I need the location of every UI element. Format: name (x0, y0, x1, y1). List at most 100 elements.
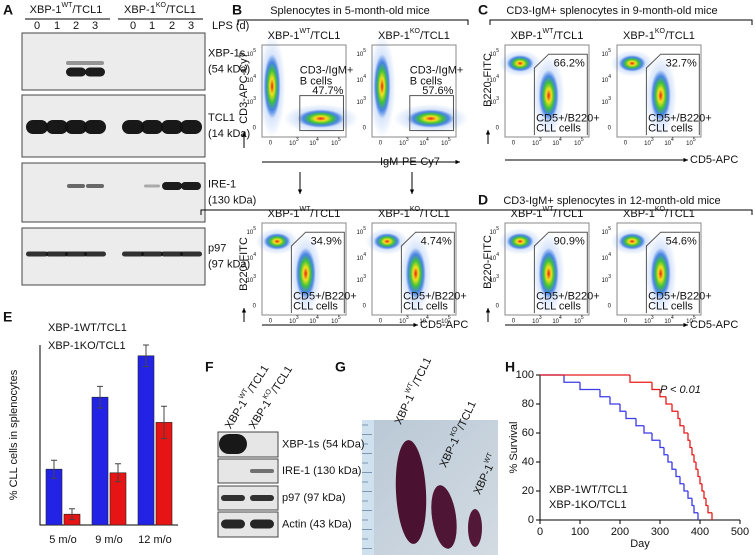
survival-step (563, 375, 580, 383)
tick-base: 10 (357, 278, 364, 284)
band (180, 120, 202, 134)
genotype-prefix: XBP-1 (124, 4, 156, 16)
tick-base: 10 (357, 78, 364, 84)
band (162, 182, 182, 190)
tick-base: 10 (331, 141, 338, 147)
section-title: Splenocytes in 5-month-old mice (270, 5, 430, 17)
flow-tick-label: 104 (602, 74, 612, 83)
x-tick-label: 500 (731, 526, 749, 538)
band (141, 251, 163, 257)
tick-base: 10 (309, 141, 316, 147)
band (219, 434, 247, 454)
density (538, 69, 559, 122)
flow-tick-label: 103 (247, 96, 257, 105)
density (538, 247, 559, 300)
plot-title: XBP-1KO/TCL1 (378, 28, 450, 42)
x-tick-label: 9 m/o (95, 534, 123, 546)
y-axis-label: B220-FITC (482, 235, 494, 289)
genotype-sup: KO (449, 425, 460, 438)
tick-base: 10 (686, 319, 693, 325)
band (250, 495, 274, 501)
gate-percent: 34.9% (311, 235, 342, 247)
genotype-suffix: /TCL1 (310, 30, 340, 42)
plot-title: XBP-1KO/TCL1 (623, 206, 695, 220)
tick-exp: 4 (253, 74, 256, 80)
arrow-head (297, 189, 303, 194)
tick-exp: 3 (608, 96, 611, 102)
survival-step (687, 433, 690, 441)
flow-tick-label: 0 (363, 303, 367, 309)
flow-tick-label: 104 (247, 252, 257, 261)
tick-base: 10 (602, 52, 609, 58)
tick-base: 10 (247, 278, 254, 284)
gate-label: CD5+/B220+ (648, 113, 712, 125)
survival-step (697, 469, 700, 478)
gate-label: B cells (300, 76, 333, 88)
tick-base: 10 (664, 141, 671, 147)
genotype-sup: WT (542, 206, 554, 213)
flow-tick-label: 0 (512, 319, 516, 325)
y-axis-label: B220-FITC (482, 53, 494, 107)
genotype-prefix: XBP-1 (511, 208, 543, 220)
flow-tick-label: 105 (247, 227, 257, 236)
band (66, 61, 104, 65)
gate-label: CLL cells (648, 301, 693, 313)
flow-tick-label: 103 (602, 96, 612, 105)
survival-step (683, 425, 688, 434)
genotype-prefix: XBP-1 (223, 398, 250, 431)
tick-exp: 3 (363, 274, 366, 280)
tick-base: 10 (399, 319, 406, 325)
gate-label: CD3-/IgM+ (300, 65, 354, 77)
error-bar (69, 508, 75, 521)
error-bar (115, 463, 121, 483)
genotype-header: XBP-1WT/TCL1 (391, 355, 434, 427)
gate (533, 231, 588, 314)
genotype-sup: KO (410, 206, 421, 213)
flow-tick-label: 0 (253, 303, 257, 309)
x-axis-label: CD5-APC (690, 319, 738, 331)
flow-tick-label: 103 (247, 274, 257, 283)
tick-exp: 3 (651, 315, 654, 321)
survival-step (671, 462, 676, 470)
flow-tick-label: 105 (441, 137, 451, 146)
x-axis-label: CD5-APC (690, 154, 738, 166)
flow-tick-label: 103 (532, 137, 542, 146)
gate (645, 53, 700, 136)
tick-base: 10 (247, 78, 254, 84)
tick-exp: 5 (253, 227, 256, 233)
band (65, 251, 87, 257)
tick-exp: 5 (448, 137, 451, 143)
tick-base: 10 (247, 256, 254, 262)
genotype-header: XBP-1KO/TCL1 (245, 363, 295, 431)
tick-exp: 4 (316, 137, 319, 143)
flow-tick-label: 103 (644, 137, 654, 146)
flow-tick-label: 105 (247, 49, 257, 58)
genotype-prefix: XBP-1 (511, 30, 543, 42)
flow-tick-label: 104 (552, 137, 562, 146)
flow-tick-label: 0 (379, 141, 383, 147)
spleen (395, 440, 427, 544)
flow-tick-label: 104 (357, 74, 367, 83)
density (295, 247, 316, 300)
genotype-sup: WT (61, 2, 73, 9)
tick-base: 10 (441, 319, 448, 325)
flow-tick-label: 0 (608, 303, 612, 309)
survival-step (671, 404, 678, 412)
tick-base: 10 (289, 141, 296, 147)
tick-exp: 3 (496, 96, 499, 102)
legend-entry: XBP-1KO/TCL1 (48, 340, 126, 352)
tick-base: 10 (532, 319, 539, 325)
survival-step (701, 483, 704, 492)
tick-base: 10 (644, 141, 651, 147)
y-axis-label: % CLL cells in splenocytes (8, 369, 20, 500)
flow-tick-label: 0 (269, 141, 273, 147)
band (161, 251, 183, 257)
blot-label: IRE-1 (208, 178, 236, 190)
tick-exp: 3 (253, 96, 256, 102)
survival-step (703, 491, 706, 499)
tick-base: 10 (331, 319, 338, 325)
tick-exp: 4 (671, 315, 674, 321)
genotype-sup: WT (542, 28, 554, 35)
gate (409, 95, 454, 132)
x-tick-label: 200 (611, 526, 629, 538)
